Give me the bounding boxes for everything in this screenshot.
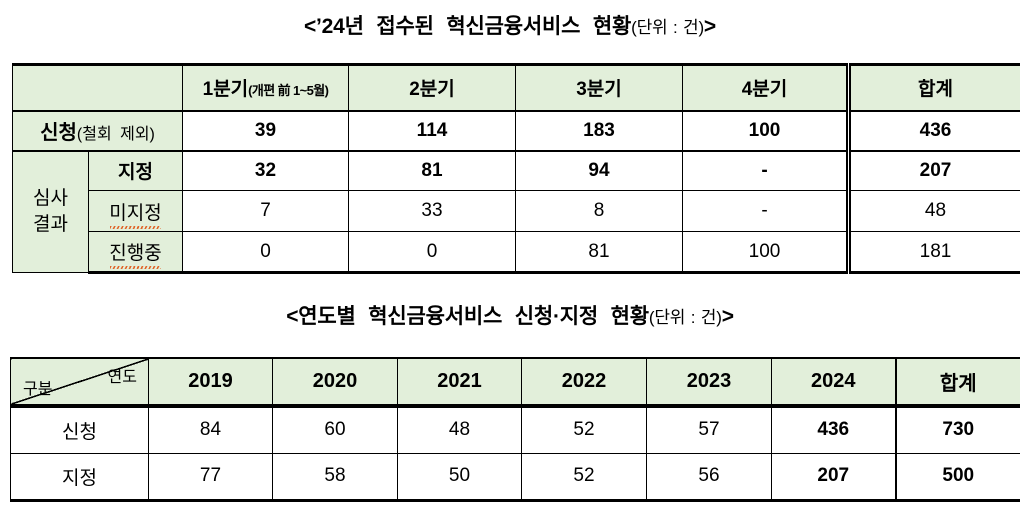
table2-title-unit: (단위 : 건) [648,308,722,327]
table-cell-total: 207 [846,150,1020,191]
table1-inprogress-row: 진행중 0 0 81 100 181 [13,231,1020,274]
table-cell: 32 [182,150,349,191]
review-label-line2: 결과 [33,213,68,235]
column-header-q3: 3분기 [515,63,683,112]
table-cell: 52 [521,405,647,454]
corner-label-year: 연도 [107,369,137,386]
table-cell: - [682,150,849,191]
table-cell: 0 [182,231,349,274]
table-cell: - [682,190,849,232]
table-cell-total: 48 [846,190,1020,232]
table2-title-text: <연도별 혁신금융서비스 신청·지정 현황 [286,305,649,328]
column-header-total: 합계 [894,357,1020,408]
row-label-designated: 지정 [88,150,183,191]
row-label-designated: 지정 [10,452,149,502]
column-header-q4: 4분기 [682,63,849,112]
table-cell: 58 [272,452,398,502]
table-cell: 57 [646,405,772,454]
row-label-apply: 신청 [10,405,149,454]
table-cell: 0 [348,231,516,274]
table-cell: 100 [682,231,849,274]
table-cell: 77 [148,452,273,502]
column-header-total: 합계 [846,63,1020,112]
table-cell: 436 [771,405,896,454]
table-cell: 81 [515,231,683,274]
table1-title-text: <’24년 접수된 혁신금융서비스 현황 [303,15,632,38]
q1-note: (개편 前 1~5월) [248,83,329,99]
table1-title: <’24년 접수된 혁신금융서비스 현황(단위 : 건)> [0,0,1020,41]
table1-title-unit: (단위 : 건) [631,18,704,37]
column-header-q2: 2분기 [348,63,516,112]
table-cell: 52 [521,452,647,502]
table-cell: 8 [515,190,683,232]
table2-yearly-status: 연도 구분 2019 2020 2021 2022 2023 2024 합계 신… [10,357,1020,502]
table-cell-total: 181 [846,231,1020,274]
column-header-2023: 2023 [646,357,772,408]
table-cell: 94 [515,150,683,191]
table2-apply-row: 신청 84 60 48 52 57 436 730 [10,405,1020,454]
inprogress-label: 진행중 [109,238,162,269]
table-cell: 114 [348,110,516,152]
column-header-q1: 1분기(개편 前 1~5월) [182,63,349,112]
column-header-2024: 2024 [771,357,896,408]
table2-corner-cell: 연도 구분 [10,357,149,408]
table2-header-row: 연도 구분 2019 2020 2021 2022 2023 2024 합계 [10,357,1020,408]
table1-header-row: 1분기(개편 前 1~5월) 2분기 3분기 4분기 합계 [12,63,1020,112]
column-header-2019: 2019 [148,357,273,408]
corner-label-category: 구분 [23,381,53,398]
row-label-apply: 신청(철회 제외) [12,110,183,152]
table1-apply-row: 신청(철회 제외) 39 114 183 100 436 [12,110,1020,152]
table-cell: 60 [272,405,398,454]
table2-title-close: > [721,305,734,328]
q1-label: 1분기 [202,79,249,101]
table-cell: 207 [771,452,896,502]
apply-label-main: 신청 [40,122,77,144]
undesignated-label: 미지정 [109,198,162,229]
table-cell: 100 [682,110,849,152]
table-cell: 7 [182,190,349,232]
column-header-2022: 2022 [521,357,647,408]
table-cell-total: 500 [894,452,1020,502]
table2-title: <연도별 혁신금융서비스 신청·지정 현황(단위 : 건)> [0,304,1020,331]
table2-designated-row: 지정 77 58 50 52 56 207 500 [10,452,1020,502]
row-label-inprogress: 진행중 [88,231,183,274]
table-cell: 33 [348,190,516,232]
table1-title-close: > [703,15,716,38]
column-header-2021: 2021 [397,357,522,408]
table-cell: 50 [397,452,522,502]
table1-quarterly-status: 1분기(개편 前 1~5월) 2분기 3분기 4분기 합계 신청(철회 제외) … [12,63,1020,274]
table-cell-total: 730 [894,405,1020,454]
table-cell: 84 [148,405,273,454]
table-cell-total: 436 [846,110,1020,152]
row-label-undesignated: 미지정 [88,190,183,232]
apply-label-note: (철회 제외) [76,126,155,143]
table-cell: 48 [397,405,522,454]
table-cell: 56 [646,452,772,502]
table1-undesignated-row: 미지정 7 33 8 - 48 [13,190,1020,232]
column-header-2020: 2020 [272,357,398,408]
table-cell: 39 [182,110,349,152]
table-cell: 81 [348,150,516,191]
table1-corner-cell [12,63,183,112]
review-label-line1: 심사 [33,188,68,210]
table-cell: 183 [515,110,683,152]
